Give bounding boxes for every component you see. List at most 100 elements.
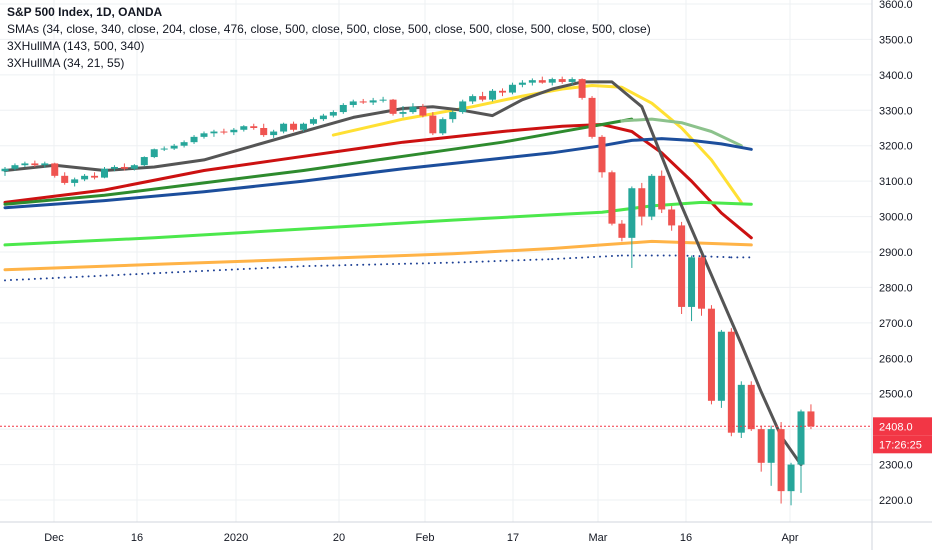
candlesticks (1, 76, 815, 506)
candle-body (329, 112, 337, 116)
price-tick-label: 2600.0 (879, 353, 913, 365)
dotted-ma-point (403, 262, 406, 265)
dotted-ma-point (392, 263, 395, 266)
dotted-ma-point (105, 274, 108, 277)
candle-body (1, 168, 9, 172)
candle-body (399, 112, 407, 114)
time-axis[interactable]: Dec 16 2020 20 Feb 17 Mar 16 Apr (0, 521, 932, 544)
candle-body (150, 149, 158, 158)
dotted-ma-point (409, 262, 412, 265)
time-tick-label: 2020 (224, 532, 248, 544)
candle-body (598, 136, 606, 173)
last-price-tag (873, 417, 932, 436)
sma-legend[interactable]: SMAs (34, close, 340, close, 204, close,… (7, 22, 651, 36)
chart-grid (0, 0, 872, 522)
candle-body (538, 80, 546, 83)
dotted-ma-point (463, 261, 466, 264)
dotted-ma-point (362, 263, 365, 266)
dotted-ma-point (481, 260, 484, 263)
candle-body (240, 126, 248, 130)
candle-body (21, 163, 29, 166)
price-tick-label: 2200.0 (879, 495, 913, 507)
candle-body (439, 119, 447, 134)
dotted-ma-point (398, 262, 401, 265)
dotted-ma-point (433, 262, 436, 265)
price-tick-label: 2500.0 (879, 389, 913, 401)
candle-body (369, 100, 377, 103)
candle-body (140, 157, 148, 166)
dotted-ma-point (224, 268, 227, 271)
dotted-ma-point (338, 264, 341, 267)
ma-line-1 (3, 123, 753, 240)
candle-body (668, 209, 676, 226)
candle-body (568, 79, 576, 82)
hull-legend-1[interactable]: 3XHullMA (143, 500, 340) (7, 39, 145, 53)
candle-body (290, 123, 298, 130)
dotted-ma-point (610, 255, 613, 258)
candle-body (459, 101, 467, 113)
price-tick-label: 3300.0 (879, 105, 913, 117)
ma-line-3 (620, 117, 743, 148)
time-tick-label: Dec (44, 532, 64, 544)
last-price-text: 2408.0 (879, 421, 913, 433)
candle-body (797, 411, 805, 465)
candle-body (618, 223, 626, 238)
dotted-ma-point (662, 254, 665, 257)
candle-body (31, 163, 39, 166)
dotted-ma-point (278, 266, 281, 269)
dotted-ma-point (499, 259, 502, 262)
dotted-ma-point (99, 274, 102, 277)
candle-body (270, 131, 278, 136)
dotted-ma-point (469, 260, 472, 263)
candle-body (170, 145, 178, 149)
dotted-ma-point (69, 276, 72, 279)
dotted-ma-point (698, 255, 701, 258)
ma-line-2 (3, 117, 634, 206)
candle-body (91, 175, 99, 178)
dotted-ma-point (575, 256, 578, 259)
time-tick-label: 20 (333, 532, 345, 544)
dotted-ma-point (260, 267, 263, 270)
dotted-ma-point (290, 265, 293, 268)
dotted-ma-point (581, 256, 584, 259)
dotted-ma-point (523, 259, 526, 262)
candle-body (309, 119, 317, 124)
dotted-ma-point (159, 271, 162, 274)
dotted-ma-point (27, 278, 30, 281)
dotted-ma-point (551, 258, 554, 261)
price-axis[interactable]: 3600.0 3500.0 3400.0 3300.0 3200.0 3100.0 3000… (871, 0, 913, 550)
dotted-ma-point (33, 277, 36, 280)
candle-body (548, 79, 556, 83)
dotted-ma-point (386, 263, 389, 266)
candle-body (489, 90, 497, 100)
countdown-text: 17:26:25 (879, 439, 922, 451)
dotted-ma-point (141, 272, 144, 275)
candle-body (698, 257, 705, 309)
hull-legend-2[interactable]: 3XHullMA (34, 21, 55) (7, 56, 125, 70)
symbol-title[interactable]: S&P 500 Index, 1D, OANDA (7, 5, 163, 19)
dotted-ma-point (505, 259, 508, 262)
dotted-ma-point (284, 266, 287, 269)
dotted-ma-point (248, 267, 251, 270)
dotted-ma-point (445, 261, 448, 264)
dotted-ma-point (212, 269, 215, 272)
dotted-ma-point (457, 261, 460, 264)
candle-body (250, 126, 258, 128)
dotted-ma-point (541, 258, 544, 261)
dotted-ma-point (93, 275, 96, 278)
dotted-ma-point (620, 254, 623, 257)
dotted-ma-point (4, 279, 6, 282)
candle-body (190, 136, 198, 143)
dotted-ma-point (15, 278, 18, 281)
ma-line-0 (331, 84, 743, 204)
dotted-ma-point (604, 255, 607, 258)
plot-background (0, 0, 872, 522)
candle-body (160, 148, 168, 150)
dotted-ma-point (147, 272, 150, 275)
dotted-ma-point (656, 254, 659, 257)
candle-body (81, 175, 89, 180)
candle-body (220, 131, 228, 133)
dotted-ma-point (368, 263, 371, 266)
price-tick-label: 3500.0 (879, 34, 913, 46)
